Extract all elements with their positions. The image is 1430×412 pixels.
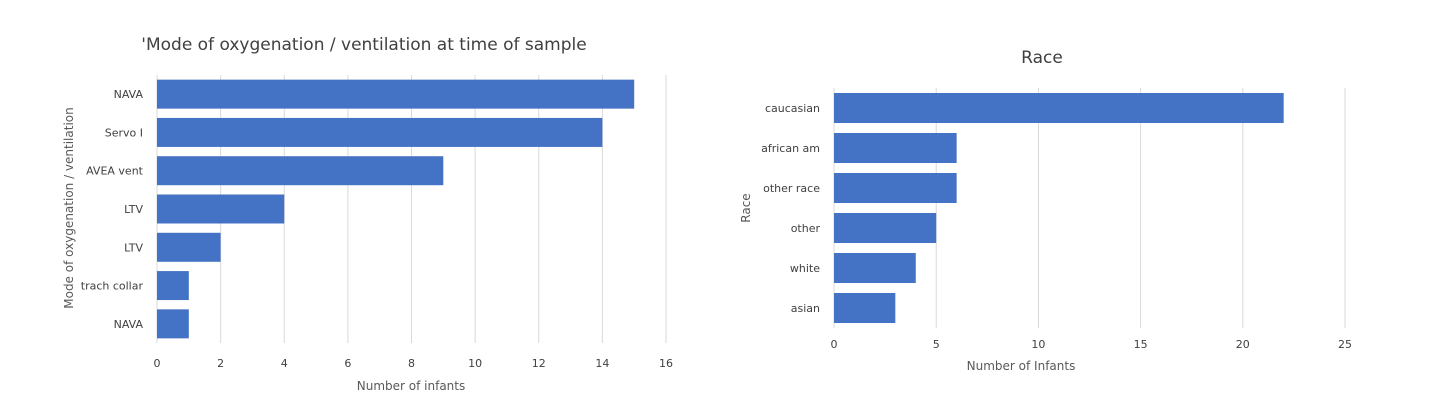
y-axis-label: Mode of oxygenation / ventilation xyxy=(62,107,76,309)
category-label: white xyxy=(790,262,820,275)
x-tick-label: 2 xyxy=(217,357,224,370)
category-label: other xyxy=(791,222,821,235)
category-labels: NAVA Servo I AVEA vent LTV LTV trach collar NA… xyxy=(81,88,144,331)
x-axis-label: Number of Infants xyxy=(967,359,1076,373)
race-chart: Race caucasian african am other race other w… xyxy=(739,48,1352,373)
category-label: AVEA vent xyxy=(86,165,144,178)
x-tick-label: 6 xyxy=(344,357,351,370)
bar xyxy=(834,93,1284,123)
category-label: NAVA xyxy=(114,88,144,101)
bar xyxy=(834,253,916,283)
x-tick-label: 10 xyxy=(468,357,482,370)
category-label: african am xyxy=(761,142,820,155)
x-tick-label: 0 xyxy=(831,338,838,351)
x-tick-label: 16 xyxy=(659,357,673,370)
bar xyxy=(834,293,896,323)
bar xyxy=(834,213,937,243)
category-label: Servo I xyxy=(105,126,143,139)
x-tick-label: 5 xyxy=(933,338,940,351)
category-label: caucasian xyxy=(765,102,820,115)
x-tick-label: 14 xyxy=(595,357,609,370)
bar xyxy=(157,79,635,109)
bar xyxy=(157,271,189,301)
x-tick-label: 12 xyxy=(532,357,546,370)
x-tick-label: 0 xyxy=(154,357,161,370)
bar xyxy=(834,173,957,203)
category-label: asian xyxy=(791,302,820,315)
bar xyxy=(834,133,957,163)
x-tick-labels: 0 5 10 15 20 25 xyxy=(831,338,1353,351)
chart-title: Race xyxy=(1021,48,1063,68)
category-label: other race xyxy=(763,182,820,195)
category-label: trach collar xyxy=(81,280,144,293)
category-label: LTV xyxy=(124,203,143,216)
bar xyxy=(157,232,221,262)
bar xyxy=(157,309,189,339)
x-tick-labels: 0 2 4 6 8 10 12 14 16 xyxy=(154,357,674,370)
category-label: NAVA xyxy=(114,318,144,331)
category-labels: caucasian african am other race other white a… xyxy=(761,102,820,315)
x-tick-label: 10 xyxy=(1031,338,1045,351)
ventilation-mode-chart: 'Mode of oxygenation / ventilation at ti… xyxy=(62,35,673,393)
x-tick-label: 15 xyxy=(1134,338,1148,351)
bars xyxy=(157,79,635,339)
category-label: LTV xyxy=(124,241,143,254)
x-tick-label: 25 xyxy=(1338,338,1352,351)
bar xyxy=(157,194,285,224)
chart-title: 'Mode of oxygenation / ventilation at ti… xyxy=(141,35,586,55)
bars xyxy=(834,93,1284,323)
gridlines xyxy=(833,88,1346,328)
y-axis-label: Race xyxy=(739,193,753,222)
bar xyxy=(157,156,444,186)
x-tick-label: 20 xyxy=(1236,338,1250,351)
bar xyxy=(157,117,603,147)
x-tick-label: 8 xyxy=(408,357,415,370)
x-axis-label: Number of infants xyxy=(357,379,465,393)
x-tick-label: 4 xyxy=(281,357,288,370)
